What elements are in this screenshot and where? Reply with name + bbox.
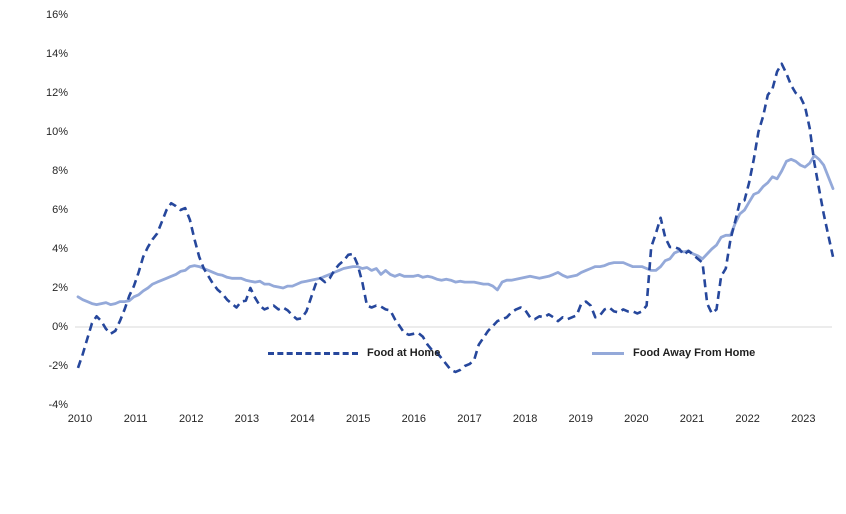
y-tick-label: 16% [45, 9, 68, 21]
y-tick-label: -2% [48, 360, 68, 372]
food-at-home-line [76, 62, 835, 374]
y-tick-label: 14% [45, 48, 68, 60]
x-tick-label: 2018 [512, 413, 538, 425]
x-tick-label: 2012 [179, 413, 204, 425]
x-tick-label: 2021 [679, 413, 705, 425]
food-away-legend-label: Food Away From Home [633, 347, 756, 359]
y-tick-label: 10% [45, 126, 68, 138]
x-tick-label: 2020 [624, 413, 649, 425]
y-tick-label: 8% [52, 165, 68, 177]
y-tick-label: 2% [52, 282, 68, 294]
legend-item-food-at-home: Food at Home [268, 346, 440, 360]
y-tick-label: 4% [52, 243, 68, 255]
x-tick-label: 2023 [791, 413, 816, 425]
legend-item-food-away: Food Away From Home [592, 346, 755, 360]
y-tick-label: -4% [48, 399, 68, 411]
x-tick-label: 2014 [290, 413, 315, 425]
y-tick-label: 0% [52, 321, 68, 333]
x-tick-label: 2019 [568, 413, 593, 425]
x-tick-label: 2016 [401, 413, 427, 425]
y-tick-label: 6% [52, 204, 68, 216]
food-at-home-legend-swatch [268, 351, 358, 355]
food-at-home-legend-label: Food at Home [367, 347, 441, 359]
x-tick-label: 2010 [67, 413, 93, 425]
x-tick-label: 2013 [234, 413, 260, 425]
x-tick-label: 2017 [457, 413, 482, 425]
y-tick-label: 12% [45, 87, 68, 99]
x-tick-label: 2015 [345, 413, 371, 425]
x-tick-label: 2022 [735, 413, 760, 425]
food-away-legend-swatch [592, 351, 624, 355]
x-tick-label: 2011 [123, 413, 148, 425]
